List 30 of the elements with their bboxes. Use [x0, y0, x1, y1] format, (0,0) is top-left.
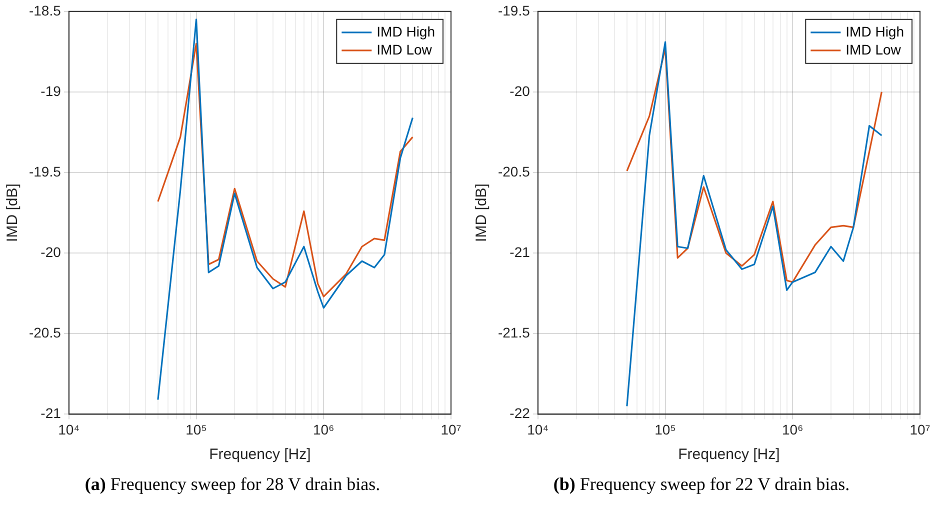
x-axis-title: Frequency [Hz]	[678, 446, 780, 464]
x-tick-label: 10⁶	[782, 421, 804, 438]
y-tick-label: -19.5	[28, 163, 62, 180]
y-tick-label: -18.5	[28, 2, 62, 18]
x-tick-label: 10⁷	[910, 421, 930, 438]
x-tick-label: 10⁴	[58, 421, 80, 438]
legend-label: IMD Low	[376, 41, 433, 58]
legend-label: IMD High	[376, 23, 436, 40]
text: (a) Frequency sweep for 28 V drain bias.	[84, 474, 380, 494]
y-tick-label: -22	[510, 405, 530, 422]
x-tick-label: 10⁵	[654, 421, 676, 438]
y-tick-label: -19.5	[498, 2, 530, 18]
x-tick-label: 10⁵	[186, 421, 207, 438]
y-tick-label: -21.5	[498, 324, 530, 340]
y-tick-label: -20	[510, 82, 530, 99]
y-tick-label: -19	[40, 82, 62, 99]
x-tick-label: 10⁴	[527, 421, 549, 438]
x-tick-label: 10⁷	[440, 421, 462, 438]
y-tick-label: -20.5	[28, 324, 62, 340]
x-axis-title: Frequency [Hz]	[209, 446, 311, 464]
y-tick-label: -21	[510, 244, 530, 260]
x-tick-label: 10⁶	[312, 421, 334, 438]
text: (b) Frequency sweep for 22 V drain bias.	[553, 474, 850, 494]
legend-label: IMD Low	[846, 41, 902, 58]
y-tick-label: -21	[40, 405, 62, 422]
y-tick-label: -20.5	[498, 163, 530, 180]
y-axis-title: IMD [dB]	[473, 184, 490, 242]
legend-label: IMD High	[846, 23, 904, 40]
y-axis-title: IMD [dB]	[4, 184, 22, 242]
y-tick-label: -20	[40, 244, 62, 260]
